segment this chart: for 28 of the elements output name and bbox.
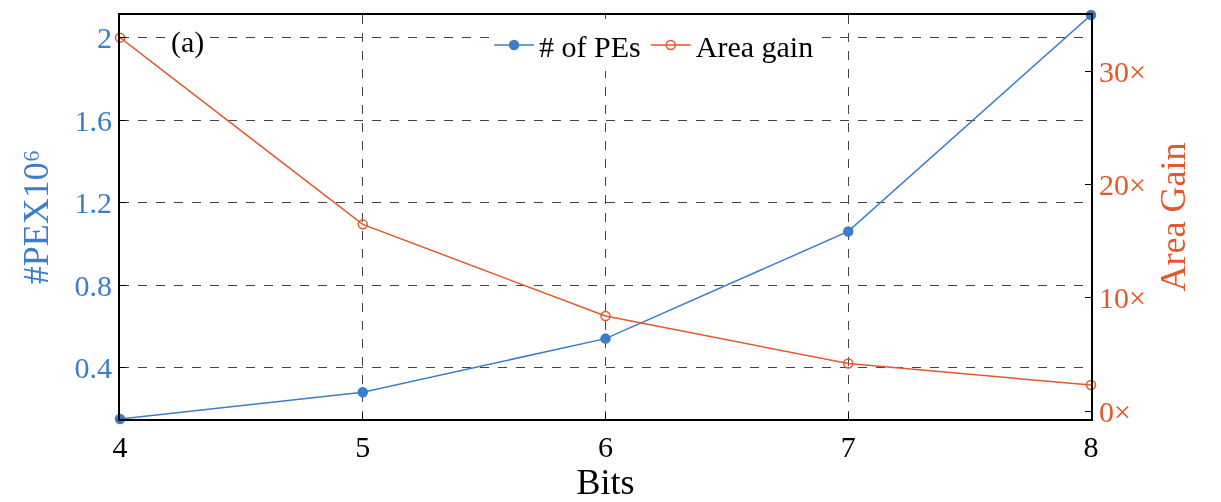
legend-label: # of PEs [539, 29, 641, 63]
y-tick-label: 1.2 [74, 186, 112, 220]
x-axis-title: Bits [576, 462, 635, 502]
x-tick-label: 7 [840, 430, 856, 463]
x-tick-label: 4 [112, 430, 128, 463]
point [843, 358, 854, 369]
annotation: (a) [171, 25, 205, 59]
x-tick-label: 6 [598, 430, 613, 463]
y2-axis-title: Area Gain [1153, 142, 1194, 292]
y2-tick-label: 30× [1099, 55, 1146, 89]
y-tick-label: 1.6 [74, 103, 112, 137]
point [357, 219, 368, 230]
point [843, 226, 854, 237]
y-tick-label: 0.8 [74, 268, 112, 302]
point [114, 32, 126, 43]
y-axis-title: #PEX10⁶ [15, 149, 56, 285]
y2-tick-label: 20× [1099, 168, 1146, 202]
point [600, 310, 611, 322]
y-tick-label: 2 [97, 21, 112, 55]
y2-tick-label: 10× [1099, 281, 1146, 315]
legend-label: Area gain [695, 29, 814, 63]
point [1085, 379, 1097, 391]
point [357, 386, 368, 398]
y2-tick-label: 0× [1099, 394, 1131, 428]
x-tick-label: 5 [355, 430, 371, 463]
y-tick-label: 0.4 [74, 350, 112, 384]
x-tick-label: 8 [1083, 430, 1099, 463]
point [600, 333, 611, 344]
